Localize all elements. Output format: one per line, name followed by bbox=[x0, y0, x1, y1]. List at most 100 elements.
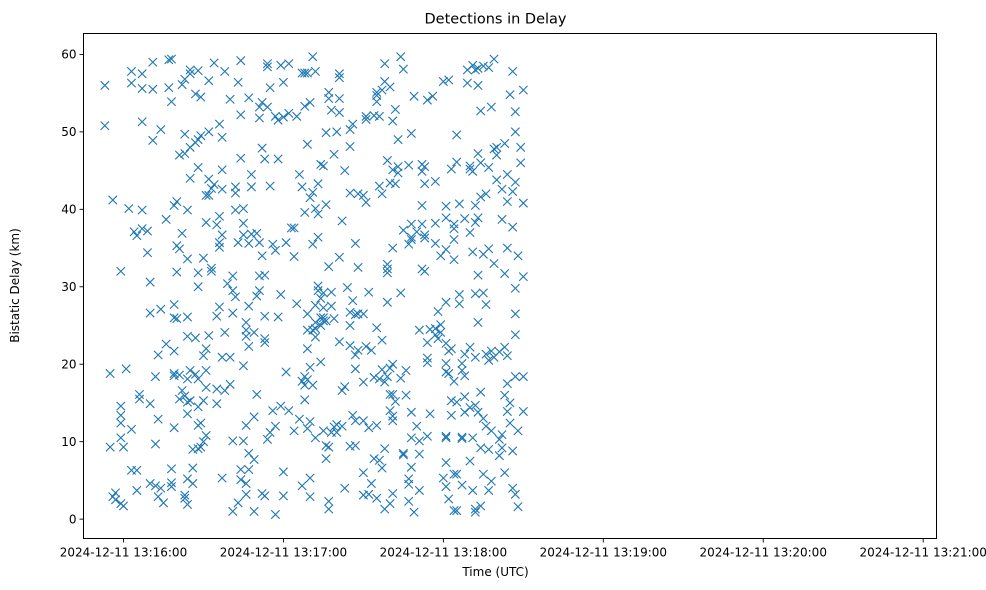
data-point bbox=[177, 228, 187, 238]
data-point bbox=[489, 144, 499, 154]
data-point bbox=[174, 150, 185, 160]
data-point bbox=[497, 443, 507, 453]
data-point bbox=[190, 369, 201, 379]
data-point bbox=[438, 473, 448, 483]
data-point bbox=[204, 330, 214, 341]
data-point bbox=[294, 414, 305, 424]
data-point bbox=[172, 313, 182, 324]
data-point bbox=[430, 330, 440, 340]
data-point bbox=[396, 373, 406, 383]
data-point bbox=[132, 465, 142, 475]
data-point bbox=[388, 411, 398, 421]
data-point bbox=[414, 449, 424, 459]
data-point bbox=[417, 166, 427, 176]
data-point bbox=[265, 83, 275, 93]
x-tick-label: 2024-12-11 13:16:00 bbox=[60, 546, 187, 560]
data-point bbox=[169, 200, 179, 211]
data-point bbox=[441, 297, 451, 307]
data-point bbox=[382, 372, 392, 382]
data-point bbox=[358, 190, 368, 200]
data-point bbox=[441, 245, 451, 255]
data-point bbox=[281, 367, 291, 377]
data-point bbox=[244, 238, 254, 248]
data-point bbox=[116, 410, 126, 420]
data-point bbox=[132, 485, 142, 496]
data-point bbox=[374, 374, 384, 384]
data-point bbox=[484, 485, 494, 496]
y-tick-label: 40 bbox=[61, 203, 76, 217]
data-point bbox=[156, 483, 166, 493]
data-point bbox=[414, 436, 424, 446]
data-point bbox=[305, 416, 315, 427]
data-point bbox=[292, 299, 302, 309]
data-point bbox=[350, 238, 360, 248]
data-point bbox=[316, 357, 326, 367]
data-point bbox=[417, 200, 427, 211]
data-point bbox=[404, 479, 414, 489]
data-point bbox=[182, 312, 193, 322]
data-point bbox=[478, 469, 488, 479]
data-point bbox=[481, 189, 491, 199]
data-point bbox=[204, 76, 214, 86]
data-point bbox=[286, 223, 297, 233]
data-point bbox=[145, 478, 155, 489]
data-point bbox=[473, 63, 483, 73]
data-point bbox=[366, 478, 376, 489]
data-point bbox=[380, 59, 390, 69]
data-point bbox=[470, 352, 480, 362]
data-point bbox=[377, 365, 387, 375]
data-point bbox=[345, 124, 355, 135]
data-point bbox=[254, 286, 265, 296]
data-point bbox=[457, 480, 467, 490]
data-point bbox=[289, 426, 299, 436]
data-point bbox=[372, 87, 382, 97]
data-point bbox=[388, 243, 398, 253]
data-point bbox=[241, 478, 251, 489]
data-point bbox=[420, 162, 430, 172]
data-point bbox=[188, 463, 198, 473]
data-point bbox=[158, 498, 169, 508]
data-point bbox=[518, 85, 528, 95]
data-point bbox=[460, 214, 470, 224]
data-point bbox=[457, 433, 467, 444]
data-point bbox=[124, 203, 134, 214]
data-point bbox=[420, 233, 430, 243]
data-point bbox=[324, 442, 334, 452]
data-point bbox=[502, 169, 512, 180]
data-point bbox=[468, 166, 478, 176]
data-point bbox=[436, 251, 446, 261]
data-point bbox=[494, 434, 504, 444]
data-point bbox=[473, 148, 483, 159]
data-point bbox=[454, 289, 464, 300]
data-point bbox=[148, 135, 158, 145]
data-point bbox=[238, 230, 249, 240]
data-point bbox=[348, 296, 358, 306]
data-point bbox=[422, 358, 432, 368]
data-point bbox=[324, 87, 334, 97]
data-point bbox=[180, 490, 190, 500]
data-point bbox=[300, 207, 310, 218]
data-point bbox=[121, 364, 131, 374]
data-point bbox=[217, 132, 227, 142]
data-point bbox=[329, 313, 339, 324]
data-point bbox=[508, 222, 518, 232]
data-point bbox=[334, 93, 344, 104]
data-point bbox=[481, 349, 491, 359]
data-point bbox=[446, 344, 456, 354]
data-point bbox=[302, 139, 313, 149]
data-point bbox=[444, 368, 454, 379]
data-point bbox=[185, 173, 195, 183]
data-point bbox=[382, 264, 392, 274]
data-point bbox=[404, 160, 414, 170]
data-point bbox=[244, 448, 254, 458]
data-point bbox=[473, 80, 483, 90]
data-point bbox=[233, 238, 243, 248]
data-point bbox=[166, 478, 177, 488]
data-point bbox=[134, 394, 145, 404]
data-point bbox=[449, 255, 459, 265]
data-point bbox=[452, 157, 462, 167]
data-point bbox=[300, 380, 310, 390]
data-point bbox=[422, 353, 432, 363]
data-point bbox=[510, 489, 520, 499]
data-point bbox=[414, 325, 424, 335]
